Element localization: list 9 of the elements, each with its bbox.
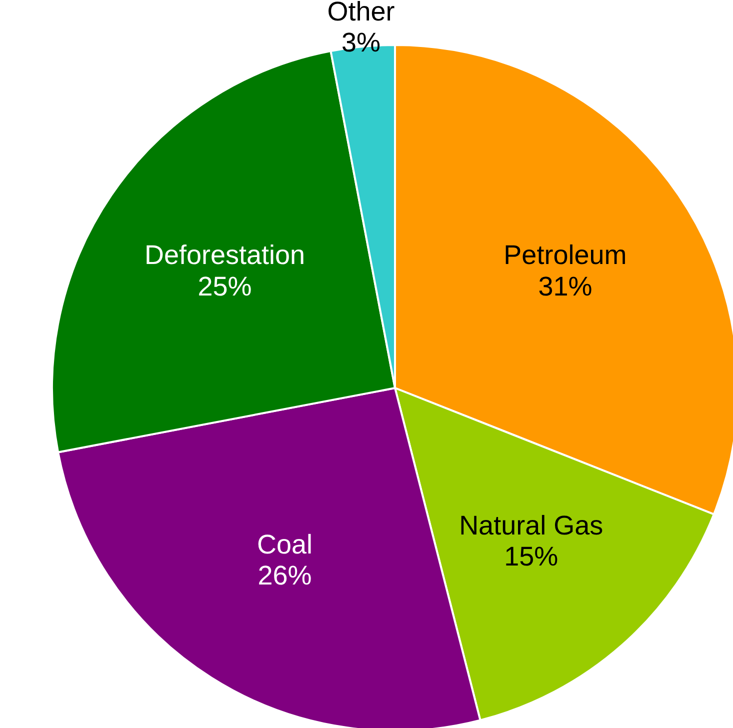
data-label: 31% (538, 271, 592, 302)
data-label: 15% (504, 541, 558, 572)
slice-label: Deforestation (144, 240, 306, 270)
data-label: 26% (258, 560, 312, 591)
slice-label: Petroleum (504, 240, 627, 270)
slice-label: Natural Gas (459, 510, 604, 540)
slice-label: Coal (256, 530, 312, 560)
slice-label: Other (327, 0, 395, 26)
data-label: 25% (198, 271, 252, 302)
